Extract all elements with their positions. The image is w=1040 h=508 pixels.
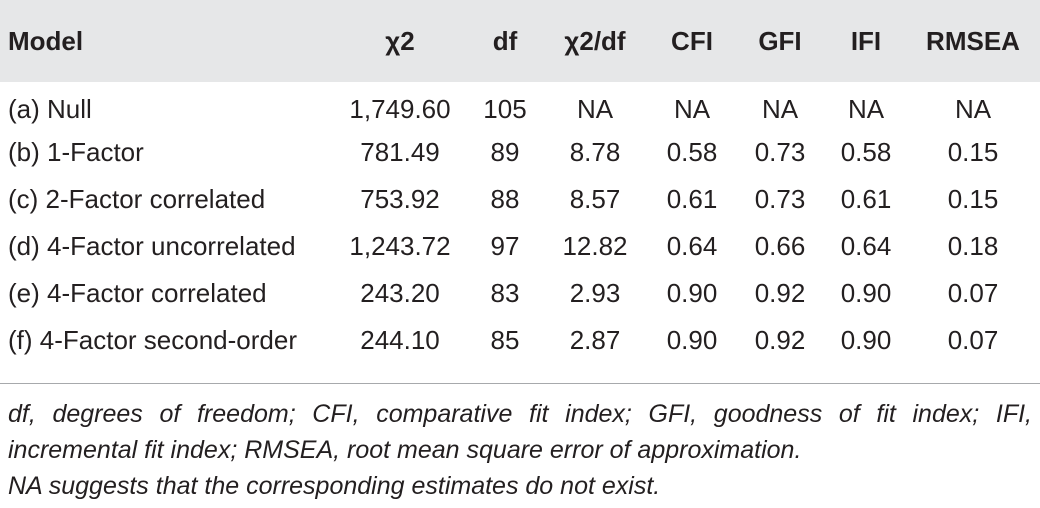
cell-model: (a) Null	[8, 94, 92, 124]
cell-chi2-df: 2.87	[569, 325, 621, 355]
cell-rmsea: NA	[954, 94, 992, 124]
footnote-abbreviations: df, degrees of freedom; CFI, comparative…	[8, 400, 1032, 464]
header-ifi: IFI	[850, 25, 882, 56]
table-bottom-rule	[0, 383, 1040, 384]
cell-df: 105	[483, 94, 527, 124]
cell-cfi: 0.90	[666, 325, 718, 355]
cell-model: (f) 4-Factor second-order	[8, 325, 297, 355]
cell-gfi: 0.73	[754, 137, 806, 167]
cell-df: 83	[490, 278, 520, 308]
cell-df: 89	[490, 137, 520, 167]
cell-rmsea: 0.15	[947, 137, 999, 167]
cell-chi2: 243.20	[360, 278, 440, 308]
cell-model: (c) 2-Factor correlated	[8, 184, 266, 214]
table-row: (e) 4-Factor correlated 243.20 83 2.93 0…	[0, 270, 1040, 317]
cell-gfi: 0.92	[754, 278, 806, 308]
cell-model: (e) 4-Factor correlated	[8, 278, 267, 308]
cell-gfi: 0.66	[754, 231, 806, 261]
cell-chi2-df: 2.93	[569, 278, 621, 308]
cell-df: 97	[490, 231, 520, 261]
cell-chi2: 781.49	[360, 137, 440, 167]
cell-cfi: NA	[673, 94, 711, 124]
header-df: df	[492, 25, 518, 56]
cell-chi2-df: 8.78	[569, 137, 621, 167]
cell-ifi: NA	[847, 94, 885, 124]
footnote-na: NA suggests that the corresponding estim…	[8, 472, 661, 500]
cell-ifi: 0.64	[840, 231, 892, 261]
cell-chi2-df: 8.57	[569, 184, 621, 214]
table-row: (d) 4-Factor uncorrelated 1,243.72 97 12…	[0, 223, 1040, 270]
table-footnotes: df, degrees of freedom; CFI, comparative…	[8, 396, 1032, 504]
cell-gfi: 0.92	[754, 325, 806, 355]
table-row: (f) 4-Factor second-order 244.10 85 2.87…	[0, 317, 1040, 364]
cell-cfi: 0.90	[666, 278, 718, 308]
cell-cfi: 0.61	[666, 184, 718, 214]
table-row: (c) 2-Factor correlated 753.92 88 8.57 0…	[0, 176, 1040, 223]
header-model: Model	[8, 25, 84, 56]
cell-chi2: 1,749.60	[349, 94, 451, 124]
header-chi2-df: χ2/df	[564, 25, 626, 56]
cell-model: (d) 4-Factor uncorrelated	[8, 231, 296, 261]
cell-ifi: 0.90	[840, 325, 892, 355]
cell-chi2: 753.92	[360, 184, 440, 214]
cell-ifi: 0.61	[840, 184, 892, 214]
cell-rmsea: 0.07	[947, 278, 999, 308]
table-top-rule	[0, 0, 1040, 1]
cell-rmsea: 0.07	[947, 325, 999, 355]
model-fit-table: Model χ2 df χ2/df CFI GFI IFI RMSEA (a) …	[0, 0, 1040, 364]
table-row: (a) Null 1,749.60 105 NA NA NA NA NA	[0, 82, 1040, 129]
table-header-row: Model χ2 df χ2/df CFI GFI IFI RMSEA	[0, 0, 1040, 82]
cell-cfi: 0.58	[666, 137, 718, 167]
header-chi2: χ2	[385, 25, 415, 56]
cell-df: 88	[490, 184, 520, 214]
cell-chi2-df: 12.82	[562, 231, 628, 261]
cell-chi2-df: NA	[576, 94, 614, 124]
cell-chi2: 244.10	[360, 325, 440, 355]
cell-ifi: 0.90	[840, 278, 892, 308]
cell-chi2: 1,243.72	[349, 231, 451, 261]
header-cfi: CFI	[671, 25, 713, 56]
header-rmsea: RMSEA	[926, 25, 1020, 56]
cell-cfi: 0.64	[666, 231, 718, 261]
cell-df: 85	[490, 325, 520, 355]
cell-rmsea: 0.15	[947, 184, 999, 214]
cell-ifi: 0.58	[840, 137, 892, 167]
cell-gfi: 0.73	[754, 184, 806, 214]
cell-gfi: NA	[761, 94, 799, 124]
table-row: (b) 1-Factor 781.49 89 8.78 0.58 0.73 0.…	[0, 129, 1040, 176]
cell-model: (b) 1-Factor	[8, 137, 144, 167]
cell-rmsea: 0.18	[947, 231, 999, 261]
header-gfi: GFI	[758, 25, 802, 56]
